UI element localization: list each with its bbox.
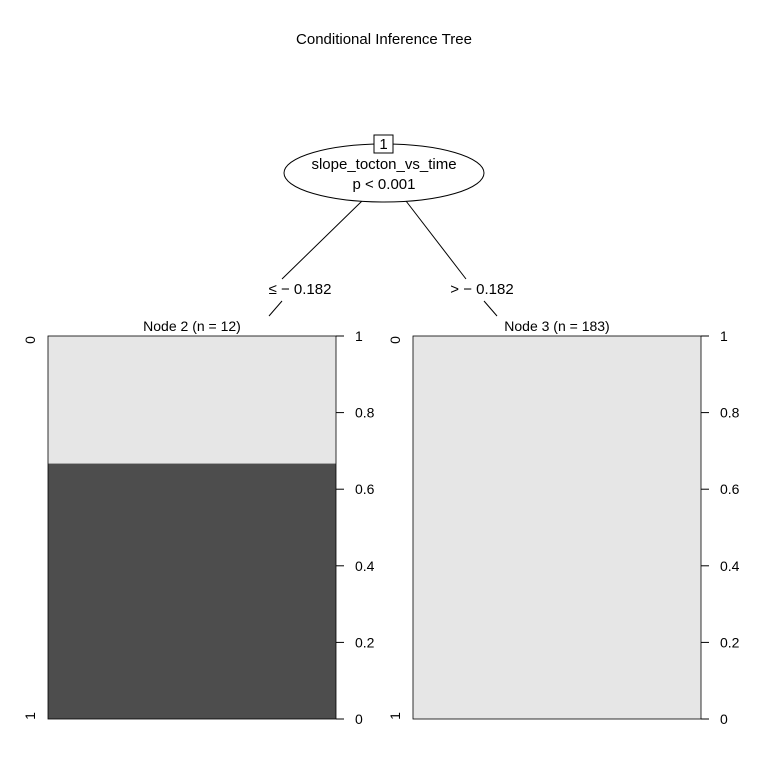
- root-node-variable: slope_tocton_vs_time: [311, 156, 456, 173]
- edge-right-upper: [405, 200, 467, 280]
- plot-title: Conditional Inference Tree: [296, 31, 472, 48]
- root-node-id: 1: [379, 136, 387, 153]
- node-title: Node 3 (n = 183): [504, 318, 609, 334]
- edge-right-lower: [483, 300, 498, 317]
- axis-tick-label: 1: [355, 328, 363, 344]
- root-node-pvalue: p < 0.001: [353, 176, 416, 193]
- axis-tick-label: 0.8: [355, 405, 375, 421]
- axis-tick-label: 1: [720, 328, 728, 344]
- axis-tick-label: 0.4: [355, 558, 375, 574]
- category-label-top: 0: [387, 336, 403, 344]
- axis-tick-label: 0.6: [720, 481, 740, 497]
- bar-segment-0: [413, 336, 701, 719]
- edge-label-right: > − 0.182: [450, 281, 513, 298]
- terminal-node-3: Node 3 (n = 183) 0 1 0 0.2 0.4 0.6 0.8 1: [387, 318, 740, 727]
- edge-left-upper: [281, 200, 363, 280]
- bar-segment-1: [48, 463, 336, 719]
- edge-left-lower: [268, 300, 283, 317]
- axis-tick-label: 0.8: [720, 405, 740, 421]
- node-frame: [47, 335, 337, 720]
- terminal-node-2: Node 2 (n = 12) 0 1 0 0.2 0.4 0.6 0.8 1: [22, 318, 375, 727]
- axis-tick-label: 0.6: [355, 481, 375, 497]
- node-title: Node 2 (n = 12): [143, 318, 241, 334]
- edge-label-left: ≤ − 0.182: [269, 281, 332, 298]
- axis-tick-label: 0: [720, 711, 728, 727]
- category-label-bottom: 1: [22, 712, 38, 720]
- axis-tick-label: 0.4: [720, 558, 740, 574]
- axis-tick-label: 0: [355, 711, 363, 727]
- root-node-id-box: [373, 134, 394, 154]
- axis-tick-label: 0.2: [355, 634, 375, 650]
- category-label-bottom: 1: [387, 712, 403, 720]
- node-frame: [412, 335, 702, 720]
- bar-segment-0: [48, 336, 336, 464]
- category-label-top: 0: [22, 336, 38, 344]
- axis-tick-label: 0.2: [720, 634, 740, 650]
